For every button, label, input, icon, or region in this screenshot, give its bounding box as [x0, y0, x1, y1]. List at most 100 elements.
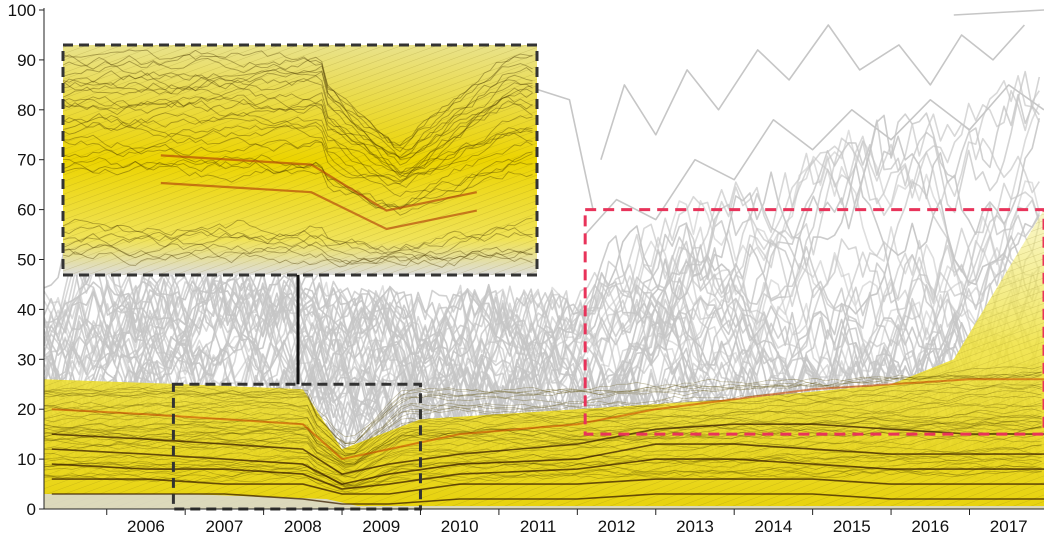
- x-tick-label: 2010: [441, 517, 479, 536]
- series-line-0: [51, 443, 1044, 485]
- density-band-layer: [44, 209, 1044, 509]
- band-trace: [44, 470, 1042, 493]
- inset-trace: [62, 243, 533, 268]
- inset-texture: [63, 45, 537, 275]
- x-tick-label: 2017: [990, 517, 1028, 536]
- inset-trace: [62, 123, 533, 189]
- band-trace: [44, 445, 1042, 478]
- inset-trace: [62, 225, 533, 256]
- upper-series-3: [953, 9, 1044, 16]
- band-trace: [44, 435, 1042, 479]
- inset-trace: [62, 143, 533, 211]
- spaghetti-trace: [44, 199, 1041, 477]
- y-tick-label: 70: [17, 151, 36, 170]
- inset-trace: [62, 75, 533, 161]
- inset-trace: [62, 112, 533, 187]
- y-tick-label: 50: [17, 251, 36, 270]
- band-trace: [44, 374, 1042, 445]
- inset-trace: [62, 155, 533, 210]
- band-trace: [44, 402, 1042, 457]
- x-tick-label: 2015: [833, 517, 871, 536]
- band-trace: [44, 383, 1042, 454]
- inset-trace: [62, 228, 533, 267]
- axis-layer: 0 10 20 30 40 50 60 70 80 90 100 2006 2007 2008 2009 20…: [8, 1, 1044, 536]
- y-tick-label: 60: [17, 201, 36, 220]
- inset-trace: [62, 248, 533, 267]
- spaghetti-trace: [44, 214, 1041, 420]
- y-tick-label: 0: [27, 500, 36, 519]
- inset-trace: [62, 116, 533, 175]
- band-trace: [44, 386, 1042, 455]
- band-trace: [44, 453, 1042, 487]
- inset-trace: [62, 234, 533, 261]
- inset-trace: [62, 94, 533, 178]
- band-trace: [44, 415, 1042, 468]
- series-layer: [51, 208, 1044, 505]
- x-tick-label: 2012: [598, 517, 636, 536]
- y-tick-label: 40: [17, 300, 36, 319]
- series-line-2: [51, 478, 1044, 495]
- series-line-5: [51, 493, 1044, 505]
- inset-trace: [62, 243, 533, 268]
- x-tick-label: 2006: [127, 517, 165, 536]
- band-trace: [44, 444, 1042, 479]
- inset-trace: [62, 96, 533, 176]
- upper-series-0: [600, 24, 1025, 160]
- inset-trace: [62, 65, 533, 151]
- x-tick-label: 2016: [911, 517, 949, 536]
- density-band-texture: [44, 209, 1044, 509]
- band-trace: [44, 408, 1042, 457]
- series-line-4: [51, 378, 1044, 461]
- x-tick-label: 2014: [754, 517, 792, 536]
- series-line-3: [51, 423, 1044, 475]
- inset-trace: [62, 86, 533, 159]
- inset-trace: [62, 49, 533, 147]
- band-trace: [44, 371, 1042, 438]
- inset-trace: [62, 137, 533, 198]
- inset-series-0: [160, 181, 478, 231]
- upper-series-1: [584, 84, 1044, 236]
- x-tick-label: 2011: [520, 517, 557, 536]
- x-tick-label: 2007: [205, 517, 243, 536]
- band-trace: [44, 365, 1042, 443]
- band-trace: [44, 390, 1042, 449]
- y-tick-label: 10: [17, 450, 36, 469]
- inset-series-1: [160, 154, 478, 212]
- band-trace: [44, 420, 1042, 461]
- series-line-1: [51, 458, 1044, 490]
- band-trace: [44, 424, 1042, 472]
- inset-trace: [62, 67, 533, 166]
- x-tick-label: 2013: [676, 517, 714, 536]
- band-trace: [44, 412, 1042, 465]
- inset-layer: [61, 43, 539, 511]
- inset-trace: [62, 55, 533, 153]
- band-trace: [44, 371, 1042, 444]
- y-tick-label: 90: [17, 51, 36, 70]
- inset-trace: [62, 77, 533, 159]
- band-trace: [44, 382, 1042, 452]
- y-tick-label: 100: [8, 1, 36, 20]
- band-trace: [44, 427, 1042, 471]
- inset-trace: [62, 88, 533, 173]
- x-tick-label: 2009: [362, 517, 400, 536]
- zoom-source-box: [171, 382, 422, 511]
- spaghetti-trace: [44, 193, 1040, 479]
- band-trace: [44, 464, 1042, 489]
- y-tick-label: 30: [17, 350, 36, 369]
- inset-trace: [62, 217, 533, 251]
- x-tick-label: 2008: [284, 517, 322, 536]
- band-trace: [44, 417, 1042, 466]
- y-tick-label: 20: [17, 400, 36, 419]
- band-trace: [44, 455, 1042, 489]
- inset-trace: [62, 68, 533, 158]
- inset-trace: [62, 130, 533, 183]
- inset-panel: [61, 43, 539, 277]
- band-trace: [44, 468, 1042, 494]
- inset-trace: [62, 88, 533, 178]
- band-trace: [44, 395, 1042, 457]
- y-tick-label: 80: [17, 101, 36, 120]
- base-strip: [44, 494, 1044, 509]
- inset-trace: [62, 112, 533, 182]
